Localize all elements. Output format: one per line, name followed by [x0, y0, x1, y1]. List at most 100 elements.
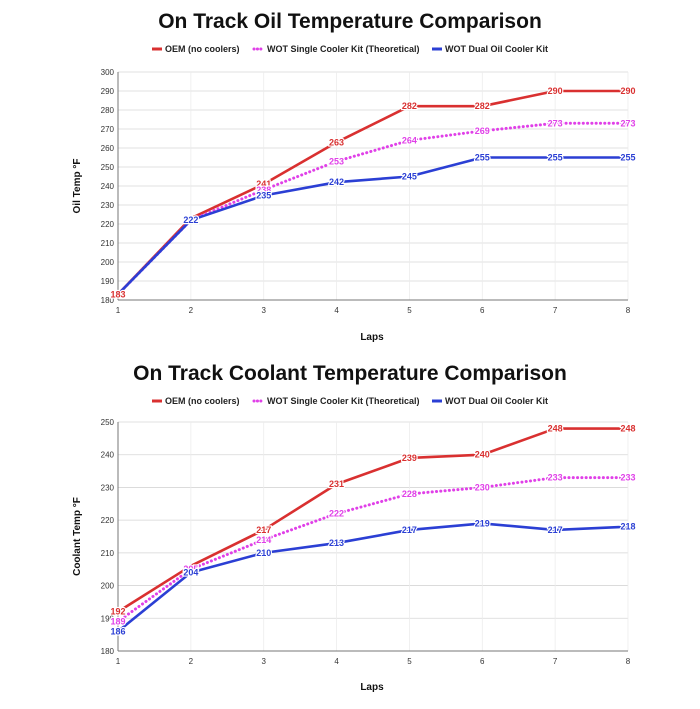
chart-title: On Track Coolant Temperature Comparison: [133, 362, 567, 385]
data-label: 217: [256, 525, 271, 535]
y-tick-label: 230: [101, 483, 115, 492]
x-tick-label: 1: [116, 657, 121, 666]
data-label: 217: [402, 525, 417, 535]
x-tick-label: 7: [553, 657, 558, 666]
data-label: 238: [256, 185, 271, 195]
data-label: 255: [475, 153, 490, 163]
y-tick-label: 200: [101, 258, 115, 267]
legend-entry: OEM (no coolers): [165, 396, 240, 406]
data-label: 213: [329, 538, 344, 548]
x-tick-label: 4: [334, 306, 339, 315]
data-label: 273: [548, 118, 563, 128]
legend-entry: WOT Single Cooler Kit (Theoretical): [267, 396, 420, 406]
y-tick-label: 190: [101, 277, 115, 286]
data-label: 248: [620, 424, 635, 434]
y-tick-label: 220: [101, 220, 115, 229]
data-label: 233: [548, 473, 563, 483]
data-label: 290: [548, 86, 563, 96]
data-label: 204: [183, 567, 198, 577]
data-label: 214: [256, 535, 271, 545]
data-label: 263: [329, 137, 344, 147]
data-label: 255: [620, 153, 635, 163]
series-line: [117, 89, 628, 296]
x-tick-label: 6: [480, 657, 485, 666]
data-label: 273: [620, 118, 635, 128]
data-label: 290: [620, 86, 635, 96]
x-tick-label: 2: [189, 306, 194, 315]
data-label: 189: [110, 617, 125, 627]
data-label: 264: [402, 135, 417, 145]
x-tick-label: 5: [407, 306, 412, 315]
data-label: 218: [620, 522, 635, 532]
y-tick-label: 210: [101, 549, 115, 558]
data-label: 282: [475, 101, 490, 111]
y-tick-label: 270: [101, 125, 115, 134]
data-label: 192: [110, 607, 125, 617]
data-label: 183: [110, 289, 125, 299]
x-tick-label: 4: [334, 657, 339, 666]
y-tick-label: 180: [101, 647, 115, 656]
legend-entry: WOT Dual Oil Cooler Kit: [445, 44, 548, 54]
x-axis-label: Laps: [360, 332, 384, 343]
y-tick-label: 260: [101, 144, 115, 153]
x-tick-label: 8: [626, 657, 631, 666]
y-axis-label: Oil Temp °F: [72, 159, 83, 214]
x-axis-label: Laps: [360, 682, 384, 693]
data-label: 233: [620, 473, 635, 483]
data-label: 222: [329, 509, 344, 519]
x-tick-label: 2: [189, 657, 194, 666]
x-tick-label: 8: [626, 306, 631, 315]
data-label: 210: [256, 548, 271, 558]
x-tick-label: 3: [261, 657, 266, 666]
legend-entry: WOT Dual Oil Cooler Kit: [445, 396, 548, 406]
oil-temp-plot: 180 190 200 210 220 230 240 250 260 270 280 290 300 1…: [72, 44, 637, 343]
y-tick-label: 290: [101, 87, 115, 96]
y-tick-label: 250: [101, 163, 115, 172]
y-tick-label: 200: [101, 582, 115, 591]
data-label: 269: [475, 126, 490, 136]
data-label: 282: [402, 101, 417, 111]
x-tick-label: 7: [553, 306, 558, 315]
y-tick-label: 210: [101, 239, 115, 248]
x-tick-label: 3: [261, 306, 266, 315]
oil-temp-chart: On Track Oil Temperature Comparison 180 1…: [0, 0, 700, 350]
y-tick-label: 220: [101, 516, 115, 525]
x-tick-label: 5: [407, 657, 412, 666]
data-label: 205: [183, 564, 198, 574]
data-label: 240: [475, 450, 490, 460]
chart-title: On Track Oil Temperature Comparison: [158, 10, 542, 33]
legend-entry: WOT Single Cooler Kit (Theoretical): [267, 44, 420, 54]
series-line: [117, 522, 629, 633]
series-line: [117, 156, 628, 296]
data-label: 231: [329, 479, 344, 489]
legend-entry: OEM (no coolers): [165, 44, 240, 54]
data-label: 245: [402, 172, 417, 182]
y-tick-label: 300: [101, 68, 115, 77]
data-label: 235: [256, 191, 271, 201]
data-label: 228: [402, 489, 417, 499]
y-tick-label: 280: [101, 106, 115, 115]
data-label: 248: [548, 424, 563, 434]
data-label: 219: [475, 518, 490, 528]
y-tick-label: 240: [101, 182, 115, 191]
data-label: 222: [183, 215, 198, 225]
series-line: [116, 476, 630, 624]
data-label: 222: [183, 215, 198, 225]
series-line: [117, 427, 628, 613]
y-tick-label: 180: [101, 296, 115, 305]
data-label: 241: [256, 179, 271, 189]
data-label: 239: [402, 453, 417, 463]
x-tick-label: 1: [116, 306, 121, 315]
data-label: 186: [110, 626, 125, 636]
x-tick-label: 6: [480, 306, 485, 315]
y-tick-label: 230: [101, 201, 115, 210]
data-label: 217: [548, 525, 563, 535]
y-tick-label: 250: [101, 418, 115, 427]
y-tick-label: 190: [101, 614, 115, 623]
y-axis-label: Coolant Temp °F: [72, 497, 83, 576]
data-label: 242: [329, 177, 344, 187]
data-label: 230: [475, 482, 490, 492]
data-label: 255: [548, 153, 563, 163]
